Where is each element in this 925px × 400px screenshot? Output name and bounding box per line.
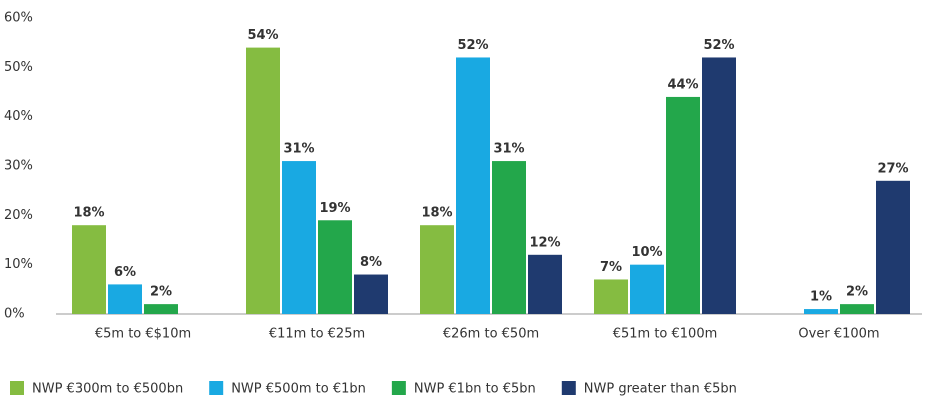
y-tick-label: 30% (4, 159, 33, 174)
legend-swatch (209, 381, 224, 395)
bar (666, 96, 700, 314)
bar (354, 274, 388, 314)
y-tick-label: 10% (4, 257, 33, 272)
value-label: 27% (877, 161, 908, 176)
bar (72, 225, 106, 314)
value-label: 19% (319, 201, 350, 216)
value-label: 31% (283, 142, 314, 157)
bar (804, 309, 838, 314)
value-label: 52% (703, 38, 734, 53)
x-tick-label: €51m to €100m (613, 327, 718, 342)
value-label: 2% (150, 285, 172, 300)
bar (282, 161, 316, 314)
x-tick-label: €5m to €$10m (95, 327, 191, 342)
bar (594, 279, 628, 314)
y-tick-label: 0% (4, 307, 25, 322)
bar (528, 254, 562, 314)
value-label: 52% (457, 38, 488, 53)
bar (492, 161, 526, 314)
value-label: 2% (846, 285, 868, 300)
y-tick-label: 40% (4, 109, 33, 124)
bar (630, 264, 664, 314)
value-label: 18% (421, 206, 452, 221)
x-tick-label: €11m to €25m (269, 327, 365, 342)
value-label: 6% (114, 265, 136, 280)
x-tick-label: €26m to €50m (443, 327, 539, 342)
bar (456, 57, 490, 314)
bar (246, 47, 280, 314)
value-label: 10% (631, 245, 662, 260)
bar (702, 57, 736, 314)
y-tick-label: 20% (4, 208, 33, 223)
value-label: 7% (600, 260, 622, 275)
legend-label: NWP €1bn to €5bn (414, 382, 536, 397)
legend-swatch (10, 381, 24, 395)
legend-label: NWP €500m to €1bn (231, 382, 366, 397)
bar (876, 180, 910, 314)
y-tick-label: 60% (4, 11, 33, 26)
value-label: 31% (493, 142, 524, 157)
value-label: 1% (810, 290, 832, 305)
bar (108, 284, 142, 314)
legend-label: NWP €300m to €500bn (32, 382, 183, 397)
bar (144, 304, 178, 314)
legend-swatch (561, 381, 576, 395)
value-label: 8% (360, 255, 382, 270)
value-label: 44% (667, 77, 698, 92)
value-label: 54% (247, 28, 278, 43)
bar (318, 220, 352, 314)
bar (420, 225, 454, 314)
legend-swatch (391, 381, 406, 395)
value-label: 18% (73, 206, 104, 221)
bar (840, 304, 874, 314)
value-label: 12% (529, 235, 560, 250)
x-tick-label: Over €100m (798, 327, 879, 342)
y-tick-label: 50% (4, 60, 33, 75)
legend-label: NWP greater than €5bn (584, 382, 737, 397)
